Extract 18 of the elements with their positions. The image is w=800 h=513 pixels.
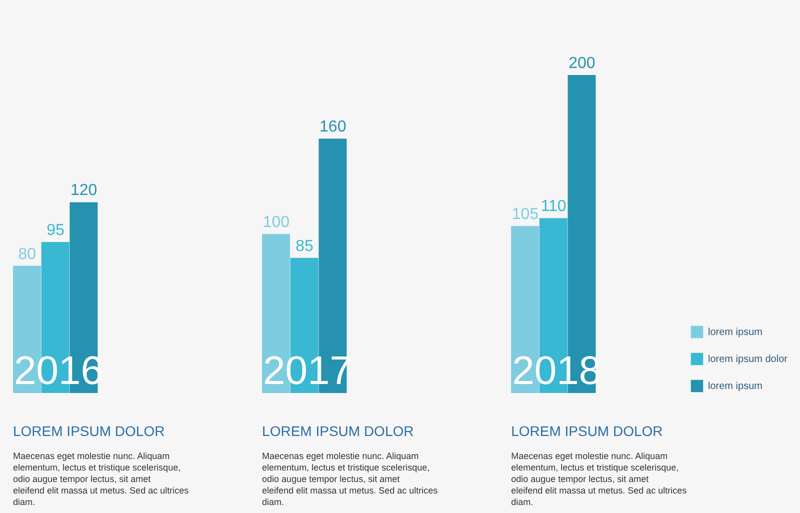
text: LOREM IPSUM DOLOR (511, 423, 663, 439)
data-label: 80 (18, 246, 36, 263)
text: Maecenas eget molestie nunc. Aliquam elementum, lectus et tristique scelerisque, odio augue tempor lectus, sit amet eleifend elit massa ut metus. Sed ac ultrices diam. (262, 451, 438, 507)
data-label: 95 (46, 222, 64, 239)
data-label: 85 (296, 238, 314, 255)
data-label: 100 (262, 214, 290, 231)
text: Maecenas eget molestie nunc. Aliquam elementum, lectus et tristique scelerisque, odio augue tempor lectus, sit amet eleifend elit massa ut metus. Sed ac ultrices diam. (511, 451, 688, 507)
data-label: 110 (540, 198, 566, 216)
text: LOREM IPSUM DOLOR (262, 423, 414, 439)
legend-label: lorem ipsum dolor (708, 354, 788, 365)
data-label: 120 (70, 182, 98, 200)
text: LOREM IPSUM DOLOR (13, 423, 165, 439)
data-label: 160 (320, 118, 346, 136)
data-label: 105 (512, 206, 539, 224)
data-label: 200 (568, 55, 596, 72)
legend-label: lorem ipsum (708, 381, 762, 392)
text: Maecenas eget molestie nunc. Aliquam elementum, lectus et tristique scelerisque, odio augue tempor lectus, sit amet eleifend elit massa ut metus. Sed ac ultrices diam. (13, 451, 190, 507)
legend-label: lorem ipsum (708, 327, 762, 338)
